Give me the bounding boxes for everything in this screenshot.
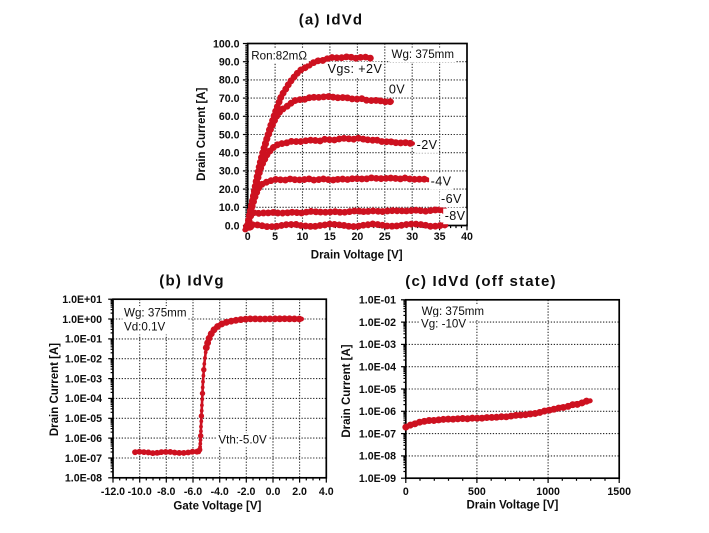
svg-text:10.0: 10.0 bbox=[219, 202, 240, 214]
svg-text:4.0: 4.0 bbox=[319, 486, 334, 498]
svg-text:25: 25 bbox=[379, 231, 391, 243]
svg-text:35: 35 bbox=[434, 231, 446, 243]
svg-text:-4.0: -4.0 bbox=[211, 486, 229, 498]
svg-text:0: 0 bbox=[403, 486, 409, 498]
svg-text:1500: 1500 bbox=[607, 486, 631, 498]
svg-text:-10.0: -10.0 bbox=[128, 486, 152, 498]
svg-text:-6V: -6V bbox=[441, 192, 462, 206]
svg-text:1.0E-09: 1.0E-09 bbox=[359, 473, 396, 485]
svg-text:Vg: -10V: Vg: -10V bbox=[421, 318, 466, 331]
svg-text:-8.0: -8.0 bbox=[157, 486, 175, 498]
svg-text:5: 5 bbox=[272, 231, 278, 243]
svg-text:1.0E-08: 1.0E-08 bbox=[65, 473, 102, 485]
svg-text:1000: 1000 bbox=[536, 486, 560, 498]
svg-text:Vth:-5.0V: Vth:-5.0V bbox=[218, 434, 267, 447]
svg-text:Wg: 375mm: Wg: 375mm bbox=[124, 307, 187, 320]
svg-text:1.0E-04: 1.0E-04 bbox=[359, 362, 396, 374]
svg-text:Drain Current [A]: Drain Current [A] bbox=[49, 343, 61, 436]
svg-text:1.0E-05: 1.0E-05 bbox=[359, 384, 396, 396]
svg-text:0V: 0V bbox=[389, 82, 405, 96]
svg-text:-12.0: -12.0 bbox=[101, 486, 125, 498]
svg-text:70.0: 70.0 bbox=[219, 93, 240, 105]
svg-text:1.0E-01: 1.0E-01 bbox=[65, 334, 102, 346]
svg-text:1.0E+00: 1.0E+00 bbox=[62, 314, 102, 326]
svg-text:1.0E+01: 1.0E+01 bbox=[62, 294, 102, 306]
svg-text:30: 30 bbox=[406, 231, 418, 243]
svg-text:1.0E-01: 1.0E-01 bbox=[359, 295, 396, 307]
svg-text:1.0E-08: 1.0E-08 bbox=[359, 451, 396, 463]
svg-text:Drain Current [A]: Drain Current [A] bbox=[196, 87, 208, 180]
svg-text:1.0E-05: 1.0E-05 bbox=[65, 413, 102, 425]
svg-text:500: 500 bbox=[468, 486, 486, 498]
svg-text:20: 20 bbox=[352, 231, 364, 243]
svg-text:Drain Current [A]: Drain Current [A] bbox=[341, 344, 353, 437]
svg-text:90.0: 90.0 bbox=[219, 57, 240, 69]
svg-text:0.0: 0.0 bbox=[266, 486, 281, 498]
svg-text:10: 10 bbox=[297, 231, 309, 243]
svg-text:Vd:0.1V: Vd:0.1V bbox=[124, 321, 166, 334]
svg-text:-2V: -2V bbox=[417, 138, 438, 152]
svg-text:-8V: -8V bbox=[445, 209, 466, 223]
svg-text:40: 40 bbox=[461, 231, 473, 243]
svg-text:15: 15 bbox=[324, 231, 336, 243]
svg-text:1.0E-06: 1.0E-06 bbox=[65, 433, 102, 445]
svg-text:Vgs: +2V: Vgs: +2V bbox=[328, 62, 383, 76]
svg-text:Drain Voltage [V]: Drain Voltage [V] bbox=[311, 249, 403, 261]
svg-text:1.0E-06: 1.0E-06 bbox=[359, 406, 396, 418]
svg-text:-2.0: -2.0 bbox=[237, 486, 255, 498]
svg-text:80.0: 80.0 bbox=[219, 75, 240, 87]
svg-text:Gate Voltage [V]: Gate Voltage [V] bbox=[173, 501, 261, 513]
svg-text:Wg: 375mm: Wg: 375mm bbox=[422, 305, 485, 318]
svg-text:60.0: 60.0 bbox=[219, 111, 240, 123]
svg-text:1.0E-04: 1.0E-04 bbox=[65, 393, 102, 405]
svg-text:1.0E-03: 1.0E-03 bbox=[65, 373, 102, 385]
svg-text:100.0: 100.0 bbox=[213, 38, 240, 50]
svg-text:30.0: 30.0 bbox=[219, 166, 240, 178]
svg-text:Drain Voltage [V]: Drain Voltage [V] bbox=[466, 500, 558, 512]
svg-text:2.0: 2.0 bbox=[292, 486, 307, 498]
svg-text:50.0: 50.0 bbox=[219, 129, 240, 141]
svg-text:(a) IdVd: (a) IdVd bbox=[299, 12, 364, 29]
svg-text:0: 0 bbox=[245, 231, 251, 243]
svg-text:1.0E-07: 1.0E-07 bbox=[359, 428, 396, 440]
svg-text:Ron:82mΩ: Ron:82mΩ bbox=[251, 50, 307, 63]
svg-text:(b) IdVg: (b) IdVg bbox=[159, 272, 224, 289]
svg-text:20.0: 20.0 bbox=[219, 184, 240, 196]
svg-text:-6.0: -6.0 bbox=[184, 486, 202, 498]
svg-text:Wg: 375mm: Wg: 375mm bbox=[392, 48, 455, 61]
svg-text:1.0E-02: 1.0E-02 bbox=[359, 317, 396, 329]
svg-text:0.0: 0.0 bbox=[225, 220, 240, 232]
svg-text:40.0: 40.0 bbox=[219, 148, 240, 160]
svg-text:1.0E-03: 1.0E-03 bbox=[359, 339, 396, 351]
svg-text:(c) IdVd (off state): (c) IdVd (off state) bbox=[405, 273, 557, 290]
svg-text:1.0E-02: 1.0E-02 bbox=[65, 354, 102, 366]
svg-text:-4V: -4V bbox=[431, 174, 452, 188]
svg-text:1.0E-07: 1.0E-07 bbox=[65, 453, 102, 465]
